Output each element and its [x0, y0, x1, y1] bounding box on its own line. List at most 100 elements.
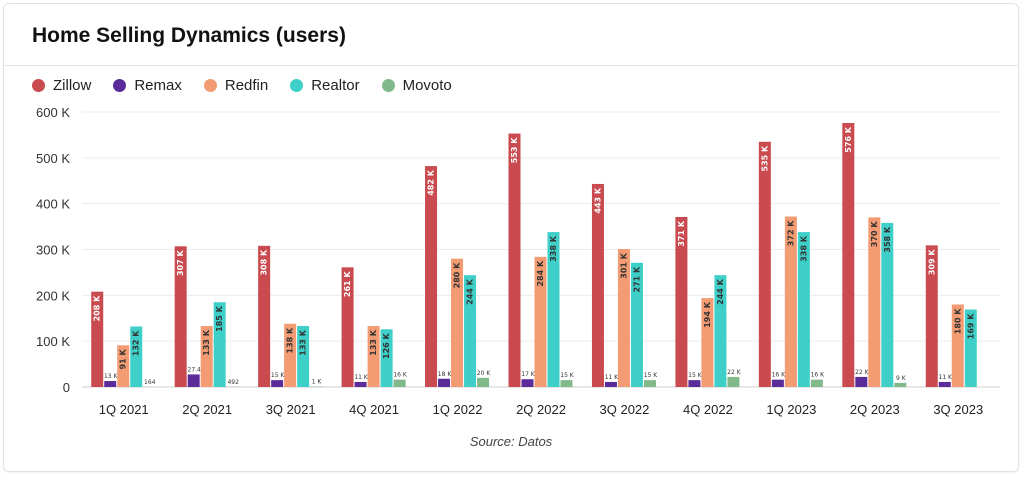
data-label: 9 K [896, 375, 907, 382]
legend-label: Redfin [224, 77, 269, 94]
data-label: 307 K [176, 249, 185, 275]
bar-redfin[interactable] [367, 326, 380, 387]
x-tick-label: 2Q 2023 [850, 402, 900, 417]
bar-realtor[interactable] [130, 326, 143, 388]
bar-zillow[interactable] [758, 141, 771, 387]
bar-realtor[interactable] [714, 275, 727, 387]
y-tick-label: 0 [63, 380, 70, 395]
bar-movoto[interactable] [894, 382, 907, 387]
legend-item-movoto[interactable]: Movoto [381, 77, 452, 94]
data-label: 482 K [427, 169, 436, 195]
bar-movoto[interactable] [810, 379, 823, 387]
data-label: 16 K [772, 372, 787, 379]
data-label: 22 K [727, 369, 742, 376]
bar-movoto[interactable] [560, 380, 573, 387]
legend-item-redfin[interactable]: Redfin [203, 77, 269, 94]
bar-remax[interactable] [104, 381, 117, 387]
bar-zillow[interactable] [508, 133, 521, 387]
data-label: 261 K [343, 271, 352, 297]
legend-item-realtor[interactable]: Realtor [290, 77, 360, 94]
data-label: 370 K [870, 221, 879, 247]
x-tick-label: 3Q 2021 [266, 402, 316, 417]
bar-movoto[interactable] [727, 376, 740, 387]
bar-zillow[interactable] [925, 245, 938, 387]
bar-realtor[interactable] [380, 329, 393, 387]
legend-item-zillow[interactable]: Zillow [32, 77, 91, 94]
data-label: 338 K [799, 235, 808, 261]
y-tick-label: 100 K [36, 334, 70, 349]
bar-redfin[interactable] [868, 217, 881, 387]
bar-movoto[interactable] [477, 377, 490, 387]
bar-movoto[interactable] [643, 380, 656, 387]
y-tick-label: 400 K [36, 197, 70, 212]
data-label: 17 K [521, 371, 536, 378]
legend-swatch [32, 79, 45, 92]
bar-realtor[interactable] [881, 222, 894, 387]
data-label: 133 K [299, 329, 308, 355]
bar-zillow[interactable] [675, 216, 688, 387]
source-note: Source: Datos [469, 434, 553, 449]
bar-redfin[interactable] [617, 249, 630, 387]
bar-zillow[interactable] [91, 291, 104, 387]
bar-remax[interactable] [354, 381, 367, 387]
data-label: 208 K [93, 295, 102, 321]
bar-remax[interactable] [855, 376, 868, 387]
bar-redfin[interactable] [200, 326, 213, 387]
bar-redfin[interactable] [284, 323, 297, 387]
data-label: 271 K [632, 266, 641, 292]
bar-movoto[interactable] [393, 379, 406, 387]
bar-remax[interactable] [521, 379, 534, 387]
bar-realtor[interactable] [464, 275, 477, 387]
bar-zillow[interactable] [425, 166, 438, 387]
bar-remax[interactable] [604, 381, 617, 387]
bar-realtor[interactable] [213, 302, 226, 387]
bar-remax[interactable] [938, 381, 951, 387]
bar-redfin[interactable] [701, 298, 714, 387]
bar-zillow[interactable] [341, 267, 354, 387]
bar-zillow[interactable] [258, 245, 271, 387]
x-tick-label: 1Q 2022 [433, 402, 483, 417]
bar-remax[interactable] [438, 378, 451, 387]
y-tick-label: 200 K [36, 288, 70, 303]
bar-redfin[interactable] [534, 256, 547, 387]
bar-realtor[interactable] [797, 232, 810, 387]
bar-realtor[interactable] [630, 262, 643, 387]
data-label: 15 K [688, 372, 703, 379]
bar-realtor[interactable] [547, 232, 560, 387]
data-label: 185 K [215, 305, 224, 331]
data-label: 309 K [927, 249, 936, 275]
data-label: 371 K [677, 220, 686, 246]
bar-remax[interactable] [688, 380, 701, 387]
bar-redfin[interactable] [117, 345, 130, 387]
data-label: 443 K [593, 187, 602, 213]
bar-redfin[interactable] [451, 258, 464, 387]
data-label: 244 K [716, 278, 725, 304]
chart-legend: Zillow Remax Redfin Realtor Movoto [32, 77, 452, 94]
data-label: 1 K [312, 379, 323, 386]
data-label: 284 K [536, 260, 545, 286]
bar-remax[interactable] [187, 374, 200, 387]
bar-remax[interactable] [271, 380, 284, 387]
bar-zillow[interactable] [842, 123, 855, 387]
x-tick-label: 2Q 2021 [182, 402, 232, 417]
legend-item-remax[interactable]: Remax [113, 77, 182, 94]
bar-redfin[interactable] [951, 304, 964, 388]
bar-zillow[interactable] [591, 183, 604, 387]
data-label: 126 K [382, 332, 391, 358]
legend-label: Movoto [402, 77, 452, 94]
bar-realtor[interactable] [964, 309, 977, 387]
data-label: 15 K [644, 372, 659, 379]
data-label: 535 K [760, 145, 769, 171]
x-tick-label: 3Q 2022 [600, 402, 650, 417]
bar-realtor[interactable] [297, 326, 310, 387]
legend-label: Zillow [53, 77, 92, 94]
data-label: 15 K [560, 372, 575, 379]
bar-zillow[interactable] [174, 246, 187, 387]
data-label: 22 K [855, 369, 870, 376]
bar-remax[interactable] [771, 379, 784, 387]
data-label: 13 K [104, 373, 119, 380]
y-tick-label: 500 K [36, 151, 70, 166]
bar-redfin[interactable] [784, 216, 797, 388]
data-label: 16 K [393, 372, 408, 379]
